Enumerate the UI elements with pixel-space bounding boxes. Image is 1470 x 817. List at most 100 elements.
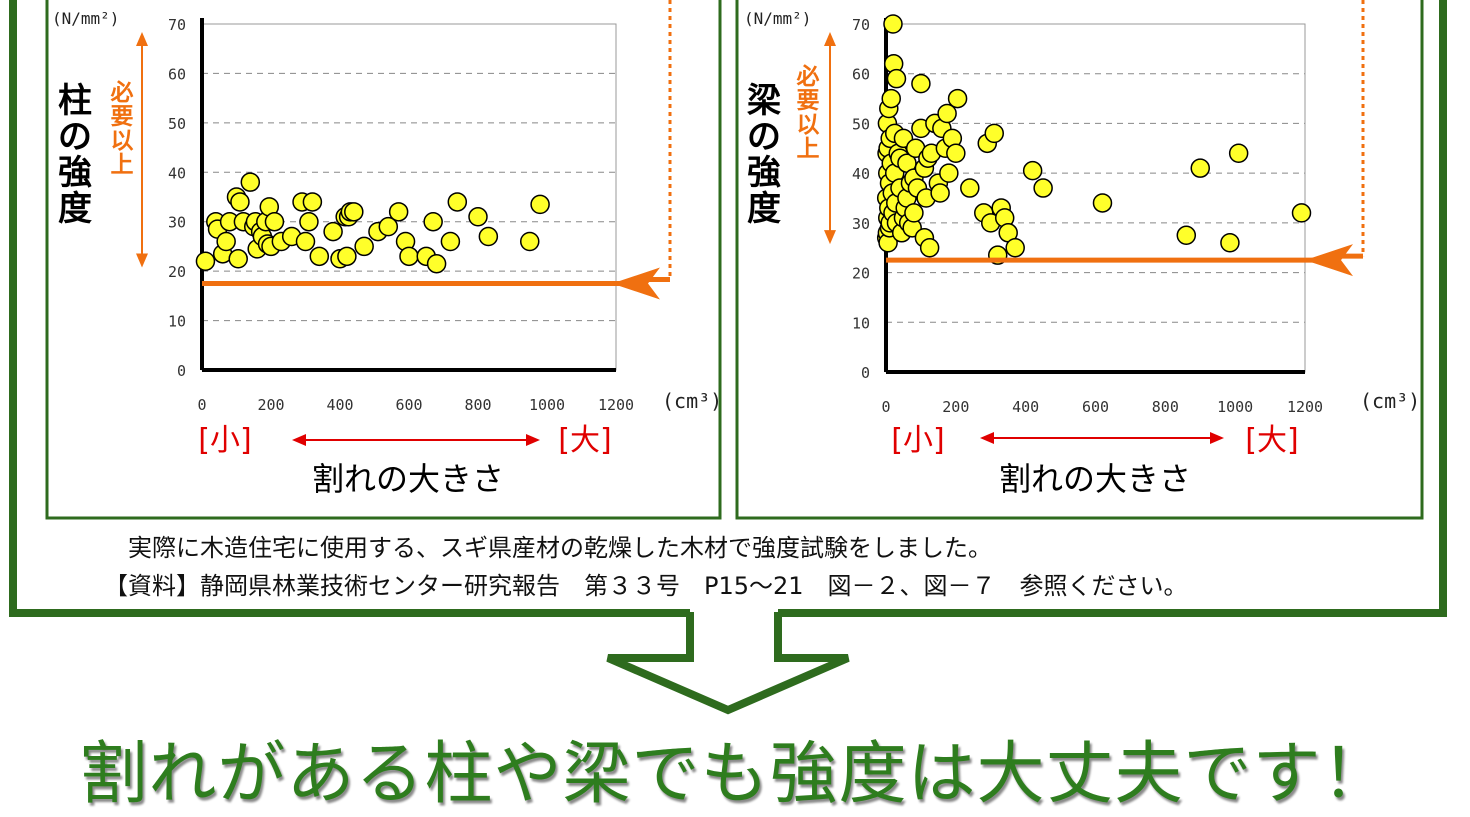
data-point: [904, 203, 924, 223]
y-tick-label: 40: [852, 165, 870, 183]
y-tick-label: 10: [168, 313, 186, 331]
data-point: [426, 253, 447, 274]
data-point: [1220, 232, 1240, 253]
vertical-title-char: 強: [747, 153, 781, 193]
headline: 割れがある柱や梁でも強度は大丈夫です！: [79, 735, 1391, 814]
required-range-arrow-down-head: [824, 230, 836, 245]
x-tick-label: 400: [326, 396, 353, 414]
y-tick-label: 30: [852, 215, 870, 233]
data-point: [1228, 143, 1249, 164]
data-point: [937, 103, 957, 124]
size-range-arrow-left-head: [980, 432, 994, 444]
x-tick-label: 800: [464, 396, 491, 414]
x-tick-label: 1000: [529, 396, 565, 414]
data-point: [1092, 193, 1113, 213]
vertical-title-char: の: [58, 117, 92, 157]
data-point: [883, 14, 903, 34]
vertical-title-char: 柱: [58, 81, 92, 121]
y-tick-label: 30: [168, 214, 186, 232]
required-range-arrow-up-head: [136, 32, 148, 46]
required-range-arrow-up-head: [824, 32, 836, 46]
data-point: [520, 231, 540, 252]
size-range-arrow-right-head: [1210, 432, 1224, 444]
required-label-char: 要: [111, 104, 134, 130]
size-range-arrow-right-head: [526, 434, 540, 446]
data-point: [1176, 225, 1197, 246]
x-tick-label: 1000: [1217, 398, 1253, 416]
data-point: [388, 202, 409, 222]
data-point: [447, 192, 468, 212]
data-point: [228, 249, 248, 269]
data-point: [946, 143, 966, 164]
data-point: [344, 202, 364, 222]
small-label: [小]: [198, 423, 251, 458]
data-point: [230, 192, 250, 212]
y-tick-label: 20: [168, 263, 186, 281]
data-point: [1022, 160, 1043, 181]
outer-frame: [9, 0, 1447, 617]
small-label: [小]: [891, 423, 944, 458]
data-point: [947, 88, 968, 109]
size-range-arrow-left-head: [292, 434, 306, 446]
y-tick-label: 60: [852, 66, 870, 84]
data-point: [930, 183, 950, 203]
panel-frame-right: [735, 0, 1424, 520]
data-point: [984, 123, 1004, 144]
x-tick-label: 0: [881, 398, 890, 416]
x-tick-label: 800: [1152, 398, 1179, 416]
y-tick-label: 20: [852, 265, 870, 283]
data-point: [354, 236, 374, 257]
plot-area: [201, 23, 617, 371]
data-point: [1033, 178, 1053, 198]
data-point: [309, 246, 330, 267]
data-point: [911, 73, 931, 94]
x-tick-label: 200: [942, 398, 969, 416]
y-axis-unit: (N/mm²): [52, 9, 119, 28]
y-tick-label: 50: [168, 115, 186, 133]
required-label-char: 必: [797, 63, 820, 90]
data-point: [1005, 237, 1025, 258]
data-point: [960, 178, 980, 198]
data-point: [919, 237, 940, 258]
x-axis-unit: (cm³): [662, 389, 722, 413]
data-point: [302, 192, 323, 212]
large-label: [大]: [558, 423, 611, 458]
required-label-char: 以: [797, 112, 820, 138]
data-point: [423, 211, 443, 232]
required-label-char: 上: [111, 152, 134, 178]
y-axis-unit: (N/mm²): [744, 9, 811, 28]
data-point: [468, 207, 488, 227]
required-line-arrowhead: [612, 267, 660, 300]
large-label: [大]: [1245, 423, 1298, 458]
required-label-char: 以: [111, 128, 134, 154]
vertical-title-char: 梁: [747, 81, 781, 121]
data-point: [295, 231, 316, 252]
y-tick-label: 60: [168, 65, 186, 83]
required-range-arrow-down-head: [136, 253, 148, 268]
data-point: [881, 88, 901, 109]
y-tick-label: 0: [177, 362, 186, 380]
size-axis-label: 割れの大きさ: [312, 460, 504, 498]
required-line-arrowhead: [1305, 244, 1353, 277]
y-tick-label: 40: [168, 164, 186, 182]
data-point: [337, 246, 357, 267]
x-tick-label: 600: [395, 396, 422, 414]
x-axis-unit: (cm³): [1360, 389, 1420, 413]
y-tick-label: 0: [861, 364, 870, 382]
required-label-char: 要: [797, 88, 820, 114]
data-point: [939, 163, 959, 183]
data-point: [240, 172, 261, 192]
x-tick-label: 400: [1012, 398, 1039, 416]
data-point: [886, 68, 907, 89]
required-label-char: 必: [111, 79, 134, 106]
data-point: [1190, 158, 1210, 178]
note-line-1: 実際に木造住宅に使用する、スギ県産材の乾燥した木材で強度試験をしました。: [128, 534, 992, 562]
y-tick-label: 70: [168, 16, 186, 34]
x-tick-label: 1200: [1287, 398, 1323, 416]
note-line-2: 【資料】静岡県林業技術センター研究報告 第３３号 P15～21 図－２、図－７ …: [104, 572, 1188, 600]
data-point: [195, 251, 216, 272]
data-point: [1291, 203, 1312, 223]
x-tick-label: 0: [197, 396, 206, 414]
x-tick-label: 1200: [598, 396, 634, 414]
x-tick-label: 200: [257, 396, 284, 414]
